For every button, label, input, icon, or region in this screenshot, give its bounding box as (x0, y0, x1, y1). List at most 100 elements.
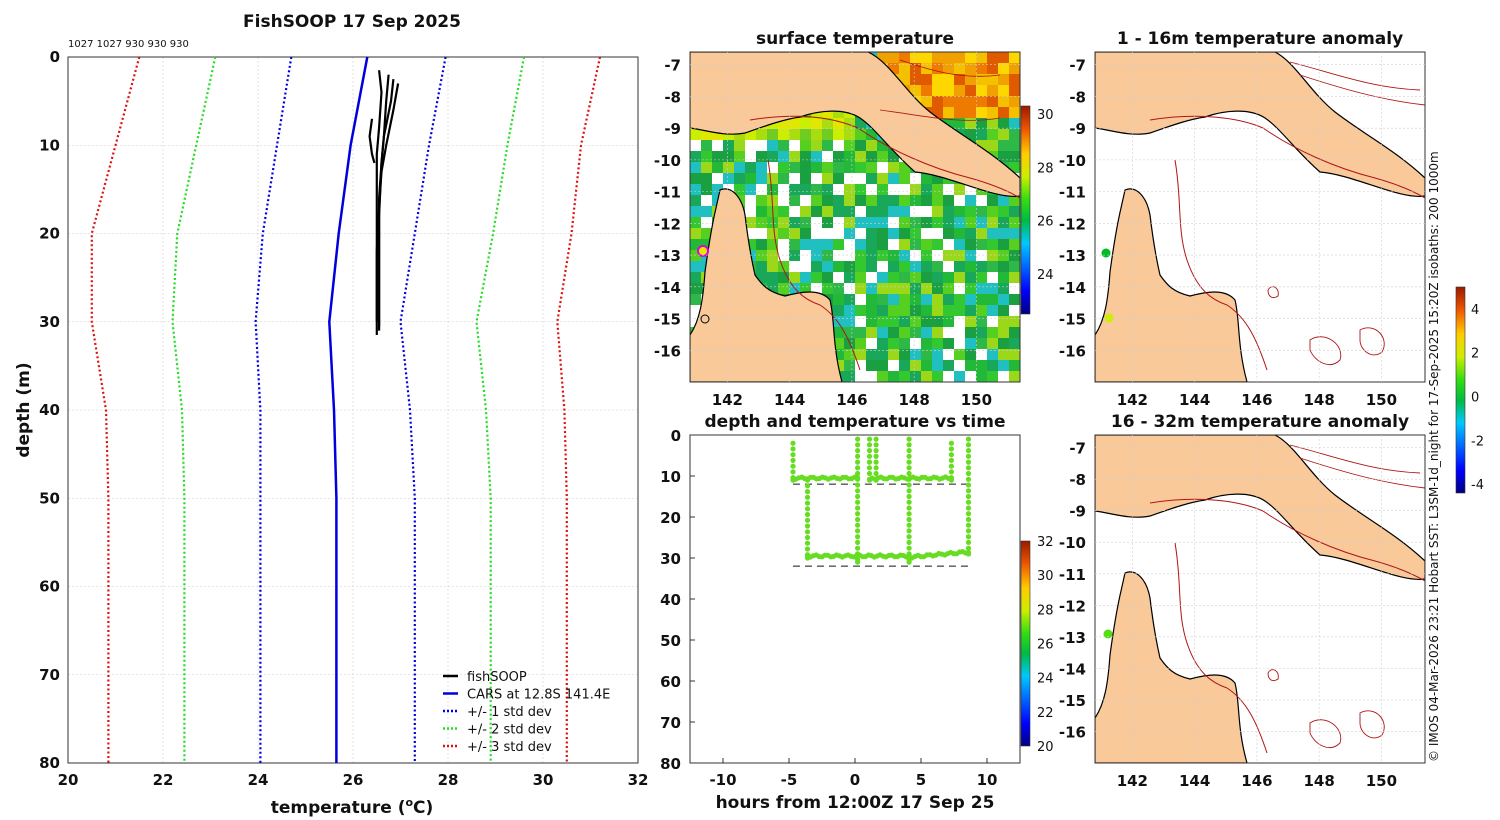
sst-cell (833, 294, 844, 305)
sst-cell (921, 74, 932, 85)
sst-cell (800, 206, 811, 217)
sst-cell (811, 217, 822, 228)
sst-cell (844, 316, 855, 327)
anomaly-lower-isobath-north (1149, 498, 1425, 582)
sst-cell (1009, 316, 1020, 327)
sst-cell (1009, 283, 1020, 294)
timeseries-point (790, 457, 796, 463)
sst-cell (954, 349, 965, 360)
sst-cell (690, 250, 701, 261)
sst-cell (833, 349, 844, 360)
sst-map-y-tick: -8 (664, 88, 681, 106)
sst-cell (965, 316, 976, 327)
sst-cell (899, 239, 910, 250)
timeseries-point (855, 499, 861, 505)
timeseries-y-tick: 70 (660, 714, 681, 732)
sst-cell (965, 118, 976, 129)
sst-cell (888, 327, 899, 338)
sst-cell (965, 305, 976, 316)
sst-cell (888, 371, 899, 382)
sst-cell (855, 261, 866, 272)
sst-cell (789, 272, 800, 283)
timeseries-point (873, 453, 879, 459)
sst-cell (822, 283, 833, 294)
sst-cell (932, 217, 943, 228)
sst-cell (987, 283, 998, 294)
sst-cell (965, 206, 976, 217)
sst-cell (800, 140, 811, 151)
sst-cell (1009, 107, 1020, 118)
sst-cell (943, 360, 954, 371)
sst-cell (690, 316, 701, 327)
sst-cell (910, 294, 921, 305)
sst-cell (844, 360, 855, 371)
sst-cell (800, 217, 811, 228)
anomaly-lower-ticks: 142 144 146 148 150 -7 -8 -9 -10 -11 -12 -13 -14 -15 -… (1059, 435, 1425, 790)
sst-cell (855, 239, 866, 250)
sst-cell (998, 294, 1009, 305)
timeseries-point (855, 470, 861, 477)
sst-cell (965, 239, 976, 250)
timeseries-point (948, 477, 955, 483)
timeseries-point (790, 469, 796, 475)
sst-cell (778, 184, 789, 195)
sst-cell (767, 129, 778, 140)
sst-cell (987, 74, 998, 85)
sst-cell (976, 250, 987, 261)
sst-cell (888, 63, 899, 74)
sst-cell (690, 261, 701, 272)
sst-cell (899, 294, 910, 305)
sst-cell (998, 85, 1009, 96)
sst-cell (987, 250, 998, 261)
sst-colorbar (1020, 105, 1031, 315)
sst-cell (998, 206, 1009, 217)
sst-cell (943, 250, 954, 261)
sst-cell (976, 96, 987, 107)
sst-cell (778, 173, 789, 184)
anomaly-upper-y-tick: -13 (1059, 247, 1086, 265)
timeseries-point (855, 545, 861, 551)
profile-x-tick: 26 (343, 771, 364, 789)
sst-cell (976, 316, 987, 327)
sst-cell (690, 206, 701, 217)
sst-cell (833, 283, 844, 294)
sst-cell (800, 250, 811, 261)
sst-cell (844, 371, 855, 382)
sst-cell (712, 184, 723, 195)
sst-cell (822, 228, 833, 239)
timeseries-point (855, 476, 861, 482)
anomaly-colorbar-tick: 4 (1471, 303, 1479, 318)
sst-cell (866, 162, 877, 173)
sst-cell (701, 228, 712, 239)
sst-cell (866, 217, 877, 228)
sst-cell (811, 250, 822, 261)
sst-cell (888, 360, 899, 371)
sst-cell (965, 371, 976, 382)
timeseries-point (804, 534, 811, 541)
sst-cell (833, 173, 844, 184)
timeseries-y-tick: 40 (660, 591, 681, 609)
profile-series (90, 56, 602, 763)
sst-cell (910, 206, 921, 217)
timeseries-point (790, 463, 796, 469)
sst-isobath-west (767, 159, 861, 371)
timeseries-point (906, 482, 912, 488)
timeseries-y-tick: 20 (660, 509, 681, 527)
anomaly-lower-y-tick: -13 (1059, 629, 1086, 647)
timeseries-point (906, 511, 912, 517)
sst-cell (855, 129, 866, 140)
sst-cell (954, 338, 965, 349)
sst-cell (756, 151, 767, 162)
sst-cell (778, 228, 789, 239)
sst-cell (910, 371, 921, 382)
sst-map-y-tick: -12 (654, 215, 681, 233)
sst-cell (954, 327, 965, 338)
anomaly-upper-isobath-north (1149, 115, 1425, 199)
sst-cell (778, 151, 789, 162)
profile-x-tick: 20 (58, 771, 79, 789)
anomaly-upper-y-tick: -14 (1059, 279, 1086, 297)
sst-cell (789, 250, 800, 261)
sst-cell (965, 107, 976, 118)
timeseries-point (804, 477, 811, 483)
